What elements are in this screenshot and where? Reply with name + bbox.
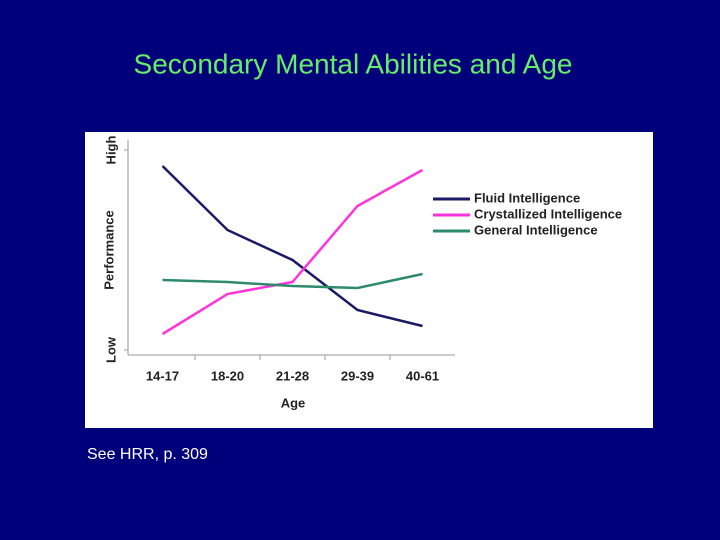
y-axis-label: Performance bbox=[101, 210, 116, 289]
x-tick-label: 29-39 bbox=[341, 368, 374, 383]
series-line bbox=[161, 165, 423, 328]
x-tick-label: 40-61 bbox=[406, 368, 439, 383]
x-tick-label: 14-17 bbox=[146, 368, 179, 383]
legend-label: Crystallized Intelligence bbox=[474, 206, 622, 221]
slide-title: Secondary Mental Abilities and Age bbox=[134, 48, 573, 79]
x-tick-label: 18-20 bbox=[211, 368, 244, 383]
series-line bbox=[162, 272, 423, 290]
x-axis-label: Age bbox=[281, 395, 306, 410]
legend-label: General Intelligence bbox=[474, 222, 598, 237]
series-line bbox=[161, 168, 424, 336]
slide-note: See HRR, p. 309 bbox=[87, 446, 208, 463]
y-tick-label: Low bbox=[103, 336, 118, 363]
y-tick-label: High bbox=[103, 136, 118, 165]
legend-label: Fluid Intelligence bbox=[474, 190, 580, 205]
x-tick-label: 21-28 bbox=[276, 368, 309, 383]
